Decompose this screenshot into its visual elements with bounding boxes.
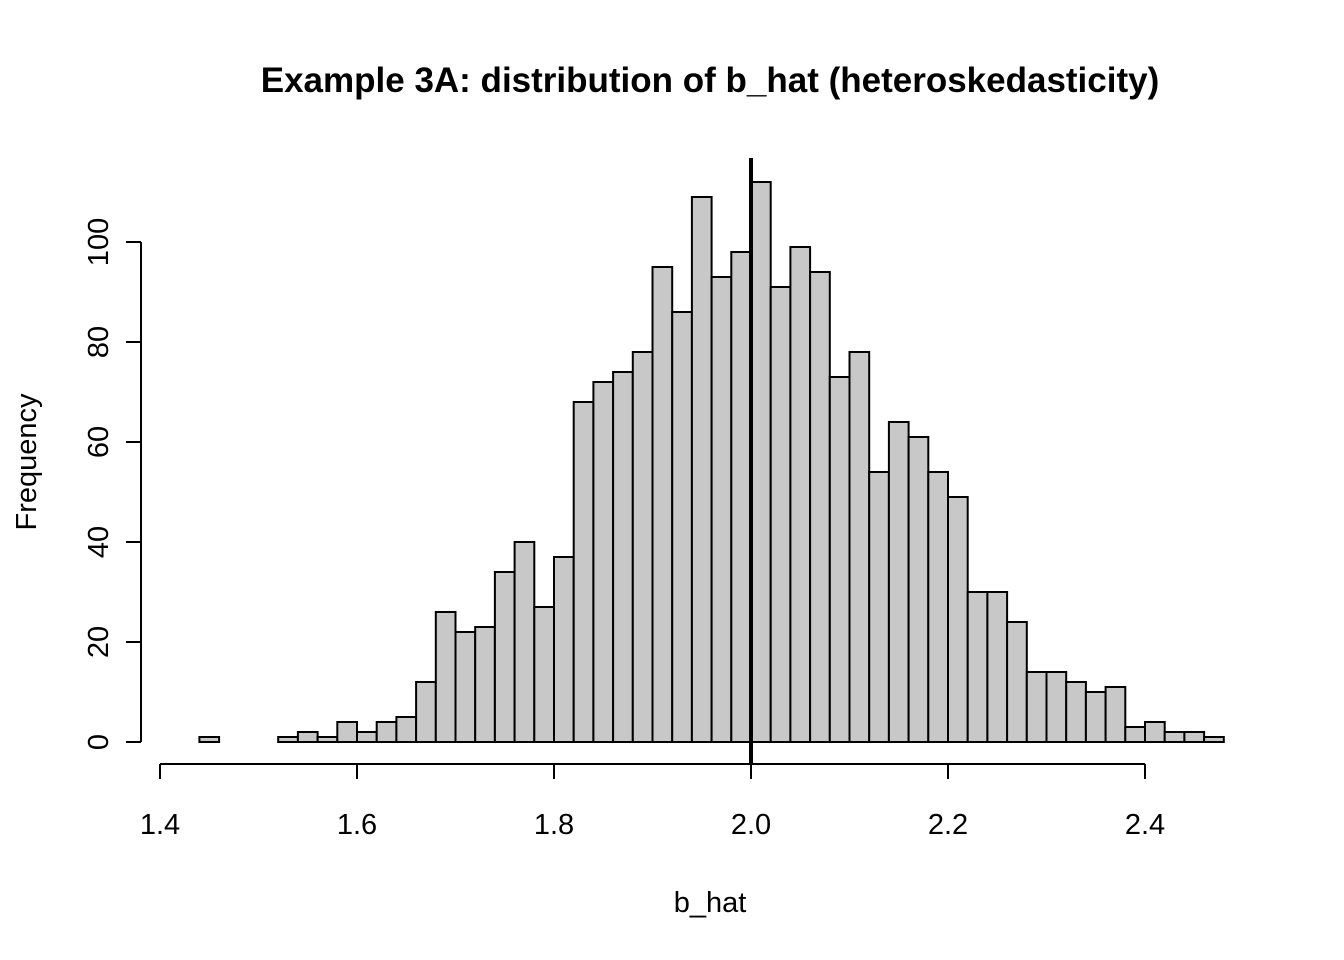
histogram-bar xyxy=(296,731,319,743)
chart-title: Example 3A: distribution of b_hat (heter… xyxy=(261,61,1160,100)
histogram-bar xyxy=(198,736,221,743)
histogram-bar xyxy=(1045,671,1068,743)
histogram-bar xyxy=(612,371,634,743)
histogram-bar xyxy=(277,736,299,743)
histogram-bar xyxy=(927,471,949,743)
histogram-bar xyxy=(513,541,536,743)
histogram-bar xyxy=(671,311,693,743)
y-axis-label: Frequency xyxy=(11,393,43,531)
x-tick-label: 2.4 xyxy=(1125,809,1165,841)
histogram-bar xyxy=(356,731,378,743)
histogram-bar xyxy=(454,631,477,743)
histogram-bar xyxy=(1144,721,1166,743)
histogram-bar xyxy=(907,436,930,743)
histogram-bar xyxy=(966,591,989,743)
histogram-bar xyxy=(1006,621,1028,743)
histogram-bar xyxy=(848,351,871,743)
histogram-bar xyxy=(730,251,752,743)
histogram-bar xyxy=(493,571,516,743)
x-tick-label: 1.8 xyxy=(534,809,574,841)
histogram-bar xyxy=(533,606,555,743)
histogram-bar xyxy=(1203,736,1225,743)
histogram-bar xyxy=(710,276,733,743)
histogram-bar xyxy=(631,351,654,743)
histogram-bar xyxy=(868,471,890,743)
histogram-bar xyxy=(1025,671,1048,743)
y-tick-label: 60 xyxy=(83,426,115,458)
histogram-bar xyxy=(395,716,418,743)
histogram-bar xyxy=(651,266,674,743)
y-tick-label: 100 xyxy=(83,218,115,266)
histogram-bar xyxy=(1163,731,1186,743)
histogram-bar xyxy=(572,401,595,743)
histogram-bar xyxy=(1084,691,1107,743)
histogram-bar xyxy=(769,286,792,743)
histogram-bar xyxy=(336,721,358,743)
histogram-bar xyxy=(947,496,969,743)
histogram-bar xyxy=(1065,681,1087,743)
histogram-bar xyxy=(553,556,575,743)
histogram-bar xyxy=(592,381,615,743)
x-tick-label: 2.0 xyxy=(731,809,771,841)
histogram-bar xyxy=(789,246,812,743)
x-tick-label: 1.6 xyxy=(337,809,377,841)
histogram-bar xyxy=(434,611,457,743)
histogram-bar xyxy=(986,591,1009,743)
x-tick-label: 1.4 xyxy=(140,809,180,841)
y-tick-label: 40 xyxy=(83,526,115,558)
y-tick-label: 0 xyxy=(83,734,115,750)
histogram-bar xyxy=(415,681,437,743)
histogram-bar xyxy=(474,626,496,743)
histogram-bar xyxy=(1104,686,1127,743)
x-tick-label: 2.2 xyxy=(928,809,968,841)
histogram-bar xyxy=(375,721,398,743)
histogram-bar xyxy=(1183,731,1206,743)
x-axis: 1.4 1.6 1.8 2.0 2.2 2.4 xyxy=(140,763,1165,841)
histogram-bar xyxy=(809,271,831,743)
histogram-bar xyxy=(887,421,910,743)
y-tick-label: 80 xyxy=(83,326,115,358)
histogram-bar xyxy=(690,196,713,743)
histogram-bar xyxy=(750,181,772,743)
histogram-bar xyxy=(1124,726,1147,743)
bars-group xyxy=(198,181,1225,743)
x-axis-label: b_hat xyxy=(674,887,747,919)
histogram-bar xyxy=(828,376,851,743)
y-axis: 0 20 40 60 80 100 xyxy=(83,218,142,750)
histogram-bar xyxy=(316,736,339,743)
y-tick-label: 20 xyxy=(83,626,115,658)
